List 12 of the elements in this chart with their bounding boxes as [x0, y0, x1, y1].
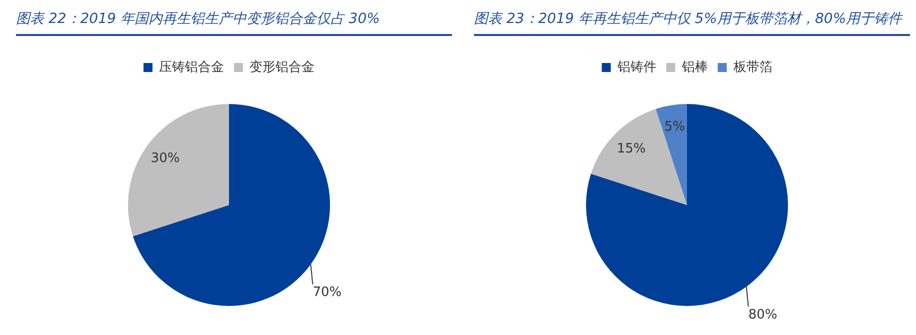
data-label: 5%	[664, 120, 685, 135]
legend-label: 变形铝合金	[250, 60, 314, 75]
legend-label: 铝铸件	[616, 60, 656, 75]
data-label: 30%	[150, 151, 180, 166]
chart-title: 图表 23：2019 年再生铝生产中仅 5%用于板带箔材，80%用于铸件	[474, 10, 910, 36]
chart-title: 图表 22：2019 年国内再生铝生产中变形铝合金仅占 30%	[16, 10, 452, 36]
legend-label: 铝棒	[680, 60, 708, 75]
legend-label: 压铸铝合金	[159, 60, 224, 75]
legend-label: 板带箔	[732, 60, 772, 75]
data-label: 15%	[616, 142, 646, 157]
data-label: 70%	[312, 285, 342, 300]
data-label: 80%	[748, 308, 778, 323]
